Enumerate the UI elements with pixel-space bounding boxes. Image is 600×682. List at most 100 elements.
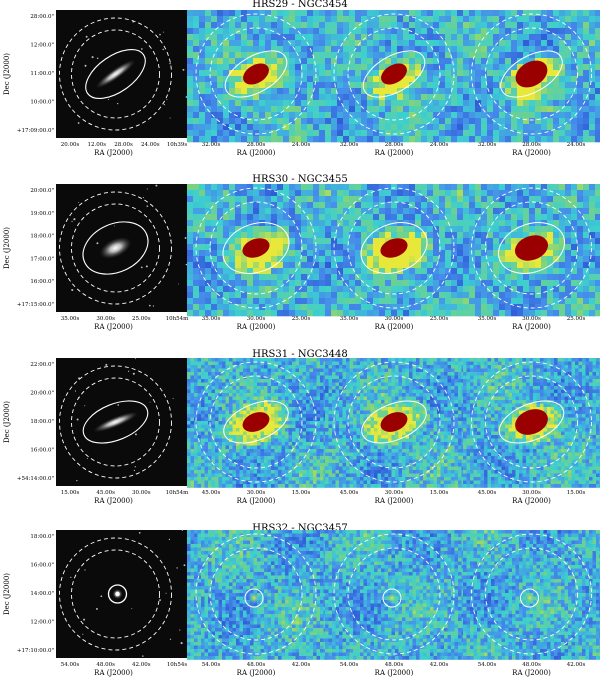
star-point [182, 68, 185, 71]
map-pixel [499, 292, 506, 299]
map-pixel [373, 184, 380, 191]
map-pixel [243, 358, 247, 362]
map-pixel [193, 298, 200, 305]
map-pixel [331, 310, 338, 317]
map-pixel [463, 136, 470, 143]
map-pixel [511, 184, 518, 191]
map-pixel [217, 28, 224, 35]
map-pixel [553, 70, 560, 77]
map-pixel [199, 280, 206, 287]
map-pixel [589, 262, 596, 269]
map-pixel [211, 250, 218, 257]
map-pixel [595, 208, 600, 215]
map-pixel [583, 262, 590, 269]
map-pixel [463, 250, 470, 257]
map-pixel [307, 262, 314, 269]
map-pixel [451, 220, 458, 227]
map-pixel [553, 292, 560, 299]
map-pixel [445, 64, 452, 71]
map-pixel [457, 268, 464, 275]
map-pixel [204, 424, 209, 429]
map-pixel [320, 431, 324, 436]
map-pixel [589, 52, 596, 59]
map-pixel [499, 112, 506, 119]
map-pixel [361, 130, 368, 137]
map-pixel [335, 379, 340, 383]
map-pixel [577, 238, 584, 245]
map-pixel [541, 274, 548, 281]
map-pixel [253, 10, 260, 17]
map-pixel [343, 64, 350, 71]
map-pixel [193, 118, 200, 125]
map-pixel [236, 403, 240, 408]
map-pixel [553, 40, 560, 47]
map-pixel [316, 410, 321, 415]
map-pixel [469, 190, 476, 197]
map-pixel [187, 232, 194, 239]
map-pixel [309, 473, 314, 478]
map-pixel [325, 268, 332, 275]
map-pixel [493, 46, 500, 53]
map-pixel [194, 480, 198, 485]
map-pixel [451, 136, 458, 143]
map-pixel [463, 292, 470, 299]
map-pixel [409, 106, 416, 113]
map-pixel [505, 118, 512, 125]
map-pixel [427, 190, 434, 197]
map-pixel [499, 310, 506, 317]
map-pixel [451, 365, 455, 369]
map-pixel [316, 438, 321, 443]
map-pixel [481, 46, 488, 53]
map-pixel [505, 262, 512, 269]
map-pixel [325, 106, 332, 113]
source-peak [242, 238, 270, 258]
map-pixel [289, 220, 296, 227]
map-pixel [343, 226, 350, 233]
map-pixel [223, 82, 230, 89]
map-pixel [218, 456, 223, 460]
map-pixel [271, 244, 278, 251]
map-pixel [458, 368, 462, 373]
map-pixel [583, 232, 590, 239]
map-pixel [283, 238, 290, 245]
map-pixel [292, 417, 296, 422]
map-pixel [487, 190, 494, 197]
map-pixel [235, 238, 242, 245]
map-pixel [313, 424, 317, 429]
map-pixel [355, 10, 362, 17]
map-pixel [529, 40, 536, 47]
map-pixel [416, 365, 420, 369]
map-pixel [565, 250, 572, 257]
map-pixel [481, 304, 488, 311]
map-pixel [565, 238, 572, 245]
map-pixel [367, 130, 374, 137]
map-pixel [225, 403, 230, 408]
map-pixel [197, 473, 202, 478]
map-pixel [193, 34, 200, 41]
map-pixel [199, 106, 206, 113]
map-pixel [361, 94, 368, 101]
map-pixel [337, 202, 344, 209]
map-pixel [405, 379, 410, 383]
map-pixel [301, 250, 308, 257]
map-pixel [493, 82, 500, 89]
map-pixel [511, 82, 518, 89]
map-pixel [313, 396, 317, 401]
map-pixel [194, 393, 198, 397]
map-pixel [278, 403, 282, 408]
aperture-ellipse [362, 50, 426, 98]
map-pixel [481, 202, 488, 209]
map-pixel [589, 304, 596, 311]
map-pixel [487, 268, 494, 275]
map-pixel [346, 361, 350, 366]
map-pixel [199, 208, 206, 215]
map-pixel [487, 82, 494, 89]
map-pixel [267, 375, 272, 380]
map-pixel [409, 28, 416, 35]
map-pixel [469, 226, 476, 233]
map-pixel [445, 106, 452, 113]
map-pixel [475, 184, 482, 191]
map-pixel [241, 82, 248, 89]
map-pixel [353, 368, 357, 373]
aperture-ellipse [224, 50, 288, 98]
